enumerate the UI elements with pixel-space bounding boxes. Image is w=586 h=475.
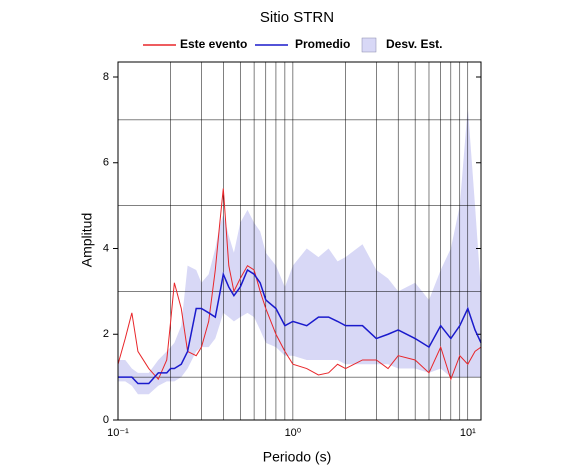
plot-area: 0 2 4 6 8 10⁻¹ 10⁰ 10¹: [103, 61, 482, 439]
legend-label: Promedio: [295, 37, 350, 51]
series-line: [118, 268, 482, 385]
y-tick-label: 8: [103, 71, 109, 83]
y-axis-label: Amplitud: [79, 213, 95, 267]
x-axis-label: Periodo (s): [263, 449, 331, 465]
series-line: [117, 188, 482, 381]
legend: Este evento Promedio Desv. Est.: [143, 37, 442, 53]
x-tick-label: 10⁻¹: [107, 427, 129, 439]
std-band: [118, 107, 481, 395]
plot-frame: [117, 61, 482, 421]
legend-swatch: [361, 37, 377, 53]
x-tick-label: 10¹: [460, 427, 476, 439]
chart-title: Sitio STRN: [260, 9, 334, 26]
y-tick-label: 2: [103, 328, 109, 340]
y-tick-label: 4: [103, 242, 109, 254]
x-tick-label: 10⁰: [285, 427, 302, 439]
y-tick-label: 6: [103, 157, 109, 169]
legend-label: Este evento: [180, 37, 247, 51]
y-tick-label: 0: [103, 414, 109, 426]
legend-label: Desv. Est.: [386, 37, 442, 51]
